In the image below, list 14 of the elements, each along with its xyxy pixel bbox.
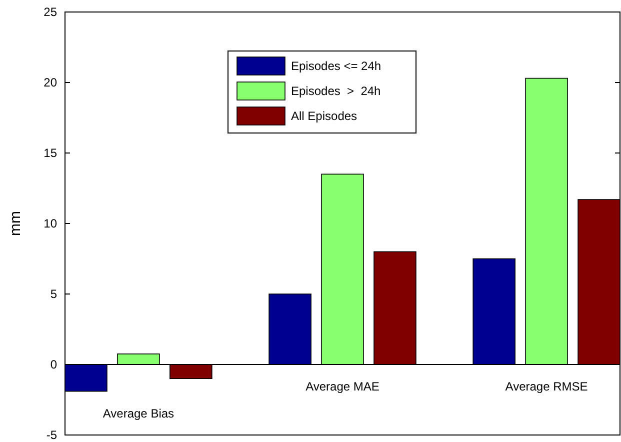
y-tick-label: 10 — [44, 216, 58, 231]
y-tick-label: 25 — [44, 5, 58, 20]
x-tick-label: Average Bias — [102, 406, 174, 420]
legend-label: Episodes <= 24h — [291, 59, 382, 74]
y-tick-label: 15 — [44, 146, 58, 160]
y-tick-label: -5 — [46, 428, 58, 442]
y-axis-title: mm — [7, 211, 24, 236]
y-tick-label: 5 — [50, 287, 58, 302]
x-tick-label: Average MAE — [306, 380, 380, 394]
legend-label: Episodes > 24h — [291, 84, 381, 98]
y-tick-label: 20 — [44, 76, 58, 90]
legend-label: All Episodes — [291, 109, 358, 124]
y-tick-label: 0 — [50, 358, 58, 372]
x-tick-label: Average RMSE — [505, 380, 588, 394]
